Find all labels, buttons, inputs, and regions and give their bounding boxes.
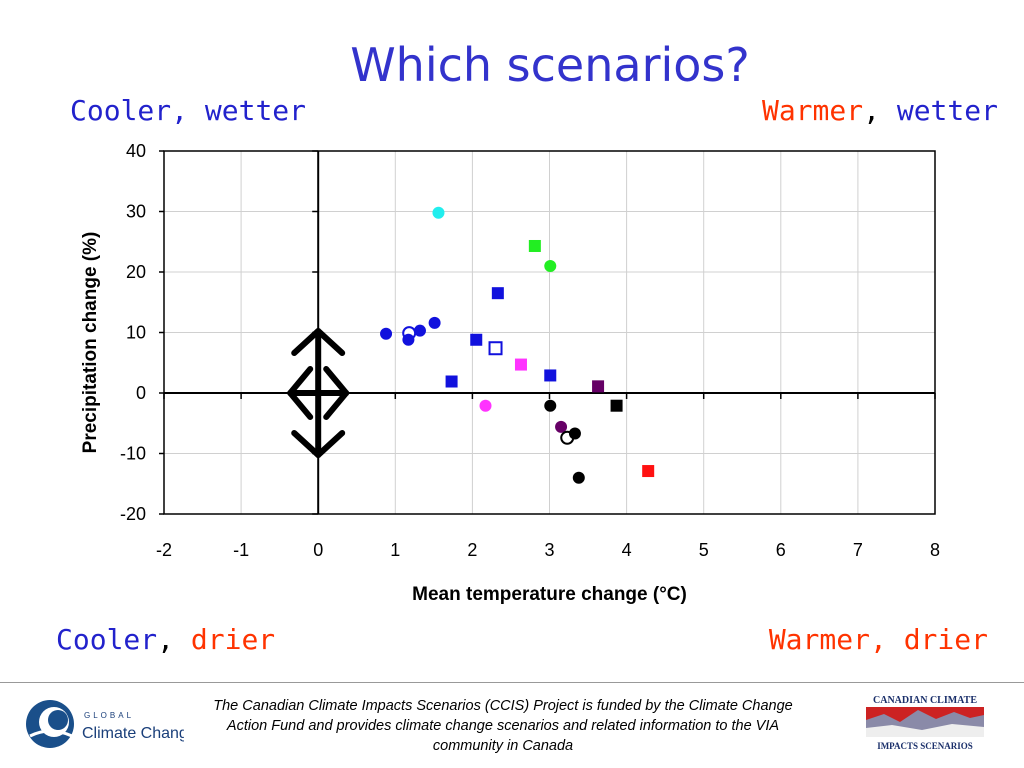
data-point-circle — [568, 427, 581, 440]
y-tick-label: 40 — [126, 141, 146, 161]
data-point-circle — [479, 399, 492, 412]
quadrant-word-warmer: Warmer, — [768, 623, 887, 656]
global-climate-change-logo: GLOBAL Climate Change — [26, 700, 184, 748]
x-tick-label: 4 — [622, 540, 632, 560]
x-tick-label: -2 — [156, 540, 172, 560]
quadrant-label-cooler-drier: Cooler, drier — [56, 623, 275, 656]
direction-arrows-icon — [287, 328, 350, 458]
data-point-square — [445, 375, 458, 388]
data-point-square — [470, 333, 483, 346]
y-tick-label: 20 — [126, 262, 146, 282]
y-axis-label: Precipitation change (%) — [80, 232, 101, 454]
data-points — [380, 206, 655, 484]
logo-text-climate-change: Climate Change — [82, 725, 184, 742]
quadrant-word-drier: drier — [903, 623, 988, 656]
arrow-down-icon — [291, 430, 346, 458]
x-tick-label: 1 — [390, 540, 400, 560]
data-point-circle — [432, 206, 445, 219]
data-point-square — [592, 380, 605, 393]
data-point-square — [491, 287, 504, 300]
arrow-right-icon — [323, 366, 350, 420]
data-point-circle — [413, 324, 426, 337]
arrow-up-icon — [291, 328, 346, 356]
logo-text-global: GLOBAL — [84, 711, 134, 720]
x-tick-label: 5 — [699, 540, 709, 560]
quadrant-word-drier: drier — [190, 623, 276, 656]
arrow-left-icon — [287, 366, 314, 420]
data-point-square — [544, 369, 557, 382]
quadrant-word-warmer: Warmer — [761, 94, 864, 127]
quadrant-word-cooler: Cooler, — [70, 94, 189, 127]
y-tick-label: -20 — [120, 504, 146, 524]
footer-divider — [0, 682, 1024, 683]
x-tick-label: 8 — [930, 540, 940, 560]
quadrant-label-warmer-drier: Warmer, drier — [769, 623, 988, 656]
data-point-circle — [402, 333, 415, 346]
quadrant-separator: , — [863, 94, 880, 127]
quadrant-word-wetter: wetter — [896, 94, 998, 127]
x-tick-labels: -2 -1 0 1 2 3 4 5 6 7 8 — [156, 540, 940, 560]
x-tick-label: 3 — [544, 540, 554, 560]
data-point-square — [514, 358, 527, 371]
x-tick-label: 2 — [467, 540, 477, 560]
data-point-circle — [380, 327, 393, 340]
data-point-circle — [544, 399, 557, 412]
y-tick-label: 10 — [126, 323, 146, 343]
data-point-circle — [555, 420, 568, 433]
y-tick-label: 0 — [136, 383, 146, 403]
x-tick-label: 6 — [776, 540, 786, 560]
logo-text-canadian-climate: CANADIAN CLIMATE — [873, 695, 977, 706]
x-tick-label: 0 — [313, 540, 323, 560]
chart-gridlines — [163, 150, 936, 515]
quadrant-label-warmer-wetter: Warmer, wetter — [762, 94, 998, 127]
data-point-square — [610, 399, 623, 412]
data-point-circle — [428, 316, 441, 329]
x-tick-label: 7 — [853, 540, 863, 560]
quadrant-label-cooler-wetter: Cooler, wetter — [70, 94, 306, 127]
data-point-square — [528, 239, 541, 252]
data-point-square — [488, 341, 503, 356]
quadrant-word-cooler: Cooler — [56, 623, 158, 656]
data-point-circle — [572, 471, 585, 484]
ccis-logo: CANADIAN CLIMATE IMPACTS SCENARIOS — [866, 695, 984, 751]
quadrant-word-wetter: wetter — [204, 94, 307, 127]
x-tick-label: -1 — [233, 540, 249, 560]
slide-title: Which scenarios? — [350, 38, 750, 92]
logo-text-impacts-scenarios: IMPACTS SCENARIOS — [877, 741, 973, 751]
footer-funding-text: The Canadian Climate Impacts Scenarios (… — [213, 698, 793, 754]
data-point-square — [642, 465, 655, 478]
quadrant-separator: , — [157, 623, 175, 656]
y-tick-label: -10 — [120, 444, 146, 464]
y-tick-labels: -20 -10 0 10 20 30 40 — [120, 141, 146, 524]
y-tick-label: 30 — [126, 202, 146, 222]
x-axis-label: Mean temperature change (°C) — [412, 584, 687, 605]
data-point-circle — [544, 259, 557, 272]
